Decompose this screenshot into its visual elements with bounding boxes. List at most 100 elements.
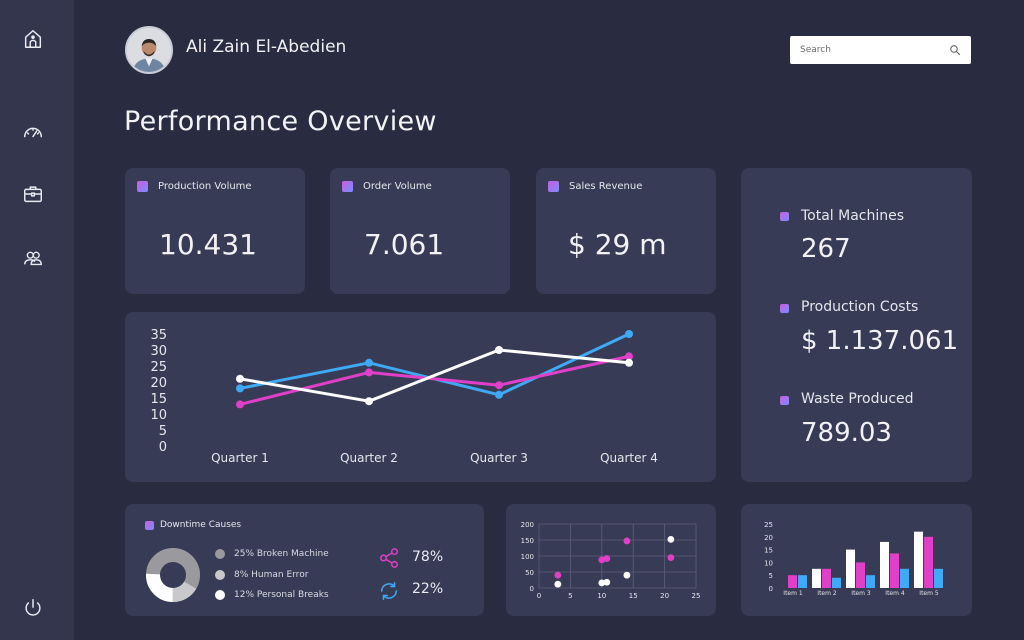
stat-label-waste-produced: Waste Produced	[801, 391, 914, 407]
downtime-swatch-icon	[145, 521, 154, 530]
users-icon	[24, 251, 42, 266]
stats-card: Total Machines 267 Production Costs $ 1.…	[741, 168, 972, 482]
nav-logout-button[interactable]	[19, 594, 47, 622]
scatter-point-1	[598, 579, 606, 587]
search-icon[interactable]	[949, 44, 961, 56]
scatter-point-1	[603, 578, 611, 586]
nav-home-button[interactable]	[19, 25, 47, 53]
x-tick-label: Item 1	[783, 590, 803, 597]
kpi-card-production-volume: Production Volume 10.431	[125, 168, 305, 294]
downtime-title: Downtime Causes	[160, 520, 242, 530]
x-tick-label: Quarter 2	[340, 451, 398, 465]
scatter-point-0	[667, 554, 675, 561]
bar-chart-card: 0 5 10 15 20 25 Item 1 Item 2 Item 3 Item 4 Item 5	[741, 504, 972, 616]
legend-dot	[215, 549, 225, 559]
kpi-swatch-icon	[548, 181, 559, 192]
stat-swatch-icon	[780, 212, 789, 221]
kpi-card-order-volume: Order Volume 7.061	[330, 168, 510, 294]
donut-segment-human-error	[146, 548, 200, 602]
series-point-1	[236, 400, 244, 409]
series-point-2	[625, 358, 633, 367]
series-point-0	[236, 384, 244, 393]
donut-segment-personal-breaks	[146, 548, 200, 602]
stat-value-production-costs: $ 1.137.061	[801, 326, 959, 356]
series-point-2	[236, 374, 244, 383]
briefcase-icon	[24, 186, 42, 203]
legend-item-human-error: 8% Human Error	[215, 570, 308, 580]
x-tick-label: Item 4	[885, 590, 905, 597]
y-tick-label: 10	[150, 408, 167, 423]
x-tick-label: Quarter 4	[600, 451, 658, 465]
x-tick-label: 20	[660, 592, 669, 600]
kpi-label: Production Volume	[158, 181, 252, 192]
x-tick-label: 10	[597, 592, 606, 600]
stat-value-total-machines: 267	[801, 234, 851, 264]
line-chart-card: 0 5 10 15 20 25 30 35 Quarter 1 Quarter 2 Quarter …	[125, 312, 716, 482]
bar-2	[934, 568, 943, 588]
nav-briefcase-button[interactable]	[19, 180, 47, 208]
nav-dashboard-button[interactable]	[19, 118, 47, 146]
bar-0	[846, 549, 855, 588]
series-point-1	[625, 352, 633, 361]
share-icon[interactable]	[378, 547, 400, 569]
kpi-label: Sales Revenue	[569, 181, 643, 192]
legend-dot	[215, 570, 225, 580]
series-point-2	[365, 397, 373, 406]
scatter-chart: 0 50 100 150 200 0 5 10 15 20 25	[521, 521, 701, 600]
y-tick-label: 150	[521, 537, 534, 545]
scatter-point-0	[603, 555, 611, 562]
legend-item-personal-breaks: 12% Personal Breaks	[215, 590, 329, 600]
x-tick-label: 5	[568, 592, 572, 600]
y-tick-label: 30	[150, 344, 167, 359]
kpi-swatch-icon	[137, 181, 148, 192]
power-icon	[25, 599, 41, 616]
x-tick-label: 0	[537, 592, 541, 600]
page-title: Performance Overview	[124, 106, 437, 137]
legend-label: 25% Broken Machine	[234, 549, 329, 559]
kpi-label: Order Volume	[363, 181, 432, 192]
downtime-donut-chart	[146, 548, 200, 602]
y-tick-label: 0	[769, 585, 773, 593]
x-tick-label: 15	[629, 592, 638, 600]
scatter-point-0	[623, 537, 631, 545]
x-tick-label: Item 3	[851, 590, 871, 597]
bar-0	[914, 531, 923, 588]
series-point-1	[365, 368, 373, 377]
kpi-value: 7.061	[364, 228, 445, 261]
search-input[interactable]	[800, 45, 949, 55]
kpi-value: 10.431	[159, 228, 257, 261]
bar-1	[788, 575, 797, 588]
sidebar	[0, 0, 74, 640]
bar-1	[856, 562, 865, 588]
stat-label-total-machines: Total Machines	[801, 208, 905, 224]
y-tick-label: 15	[150, 392, 167, 407]
search-box[interactable]	[790, 36, 971, 64]
user-name: Ali Zain El-Abedien	[186, 37, 347, 57]
series-line-2	[239, 348, 630, 403]
y-tick-label: 0	[159, 440, 167, 455]
share-percentage: 78%	[412, 549, 444, 565]
x-tick-label: Item 2	[817, 590, 837, 597]
legend-label: 12% Personal Breaks	[234, 590, 329, 600]
y-tick-label: 5	[769, 572, 773, 580]
bar-2	[866, 575, 875, 588]
kpi-card-sales-revenue: Sales Revenue $ 29 m	[536, 168, 716, 294]
nav-users-button[interactable]	[19, 244, 47, 272]
legend-label: 8% Human Error	[234, 570, 309, 580]
stat-value-waste-produced: 789.03	[801, 418, 892, 448]
bar-2	[900, 568, 909, 588]
series-line-0	[239, 332, 630, 397]
y-tick-label: 0	[530, 585, 534, 593]
y-tick-label: 25	[150, 360, 167, 375]
x-tick-label: Quarter 1	[211, 451, 269, 465]
avatar[interactable]	[125, 26, 173, 74]
refresh-icon[interactable]	[378, 580, 400, 602]
scatter-point-1	[667, 535, 675, 543]
bar-1	[822, 568, 831, 588]
sync-percentage: 22%	[412, 581, 444, 597]
scatter-point-1	[554, 580, 562, 588]
stat-label-production-costs: Production Costs	[801, 299, 919, 315]
scatter-point-0	[554, 571, 562, 579]
series-point-0	[365, 358, 373, 367]
